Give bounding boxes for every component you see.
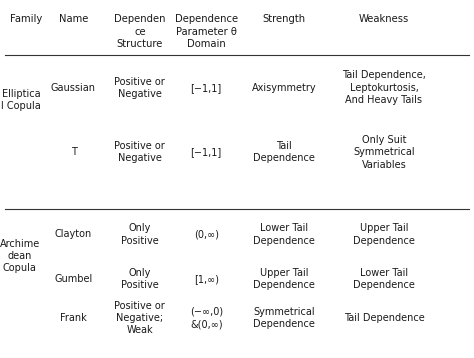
Text: [−1,1]: [−1,1] <box>191 147 222 157</box>
Text: [−1,1]: [−1,1] <box>191 83 222 93</box>
Text: (0,∞): (0,∞) <box>194 229 219 240</box>
Text: Archime
dean
Copula: Archime dean Copula <box>0 238 40 274</box>
Text: Frank: Frank <box>60 313 87 323</box>
Text: Elliptica
l Copula: Elliptica l Copula <box>1 89 41 111</box>
Text: Only Suit
Symmetrical
Variables: Only Suit Symmetrical Variables <box>353 135 415 170</box>
Text: Lower Tail
Dependence: Lower Tail Dependence <box>353 268 415 290</box>
Text: Tail
Dependence: Tail Dependence <box>254 141 315 163</box>
Text: Positive or
Negative: Positive or Negative <box>114 141 165 163</box>
Text: Axisymmetry: Axisymmetry <box>252 83 317 93</box>
Text: Tail Dependence,
Leptokurtosis,
And Heavy Tails: Tail Dependence, Leptokurtosis, And Heav… <box>342 70 426 105</box>
Text: Family: Family <box>10 14 42 24</box>
Text: T: T <box>71 147 76 157</box>
Text: Gumbel: Gumbel <box>55 274 92 284</box>
Text: Upper Tail
Dependence: Upper Tail Dependence <box>353 223 415 246</box>
Text: Dependen
ce
Structure: Dependen ce Structure <box>114 14 165 49</box>
Text: [1,∞): [1,∞) <box>194 274 219 284</box>
Text: Only
Positive: Only Positive <box>121 268 159 290</box>
Text: Symmetrical
Dependence: Symmetrical Dependence <box>254 307 315 329</box>
Text: Tail Dependence: Tail Dependence <box>344 313 424 323</box>
Text: Gaussian: Gaussian <box>51 83 96 93</box>
Text: Upper Tail
Dependence: Upper Tail Dependence <box>254 268 315 290</box>
Text: Lower Tail
Dependence: Lower Tail Dependence <box>254 223 315 246</box>
Text: Weakness: Weakness <box>359 14 409 24</box>
Text: Positive or
Negative;
Weak: Positive or Negative; Weak <box>114 300 165 335</box>
Text: Only
Positive: Only Positive <box>121 223 159 246</box>
Text: Clayton: Clayton <box>55 229 92 240</box>
Text: Positive or
Negative: Positive or Negative <box>114 77 165 99</box>
Text: Name: Name <box>59 14 88 24</box>
Text: Dependence
Parameter θ
Domain: Dependence Parameter θ Domain <box>174 14 238 49</box>
Text: Strength: Strength <box>263 14 306 24</box>
Text: (−∞,0)
&(0,∞): (−∞,0) &(0,∞) <box>190 307 223 329</box>
